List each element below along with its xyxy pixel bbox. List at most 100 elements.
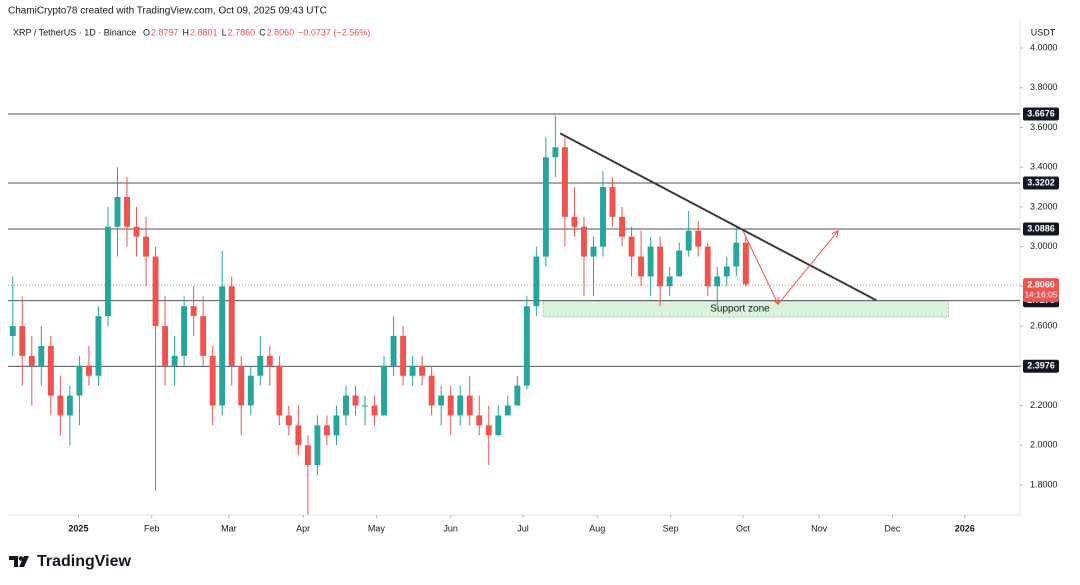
candle-body xyxy=(381,365,388,416)
candle-body xyxy=(266,355,273,366)
countdown: 14:16:05 xyxy=(1024,289,1057,299)
ohlc-value: 2.7860 xyxy=(228,27,256,37)
level-label: 3.0886 xyxy=(1027,223,1055,233)
candle-body xyxy=(333,415,340,436)
candle-body xyxy=(485,425,492,436)
x-tick-label: 2026 xyxy=(955,523,975,533)
currency: USDT xyxy=(1031,27,1056,37)
projection-path xyxy=(742,230,839,306)
candle-body xyxy=(181,306,188,356)
candle-body xyxy=(571,216,578,227)
candle-body xyxy=(561,147,568,217)
arrow-head xyxy=(831,229,839,238)
candle-body xyxy=(704,246,711,287)
trendline xyxy=(559,132,877,302)
candle-body xyxy=(200,316,207,356)
y-tick-label: 2.0000 xyxy=(1030,440,1058,450)
x-tick-label: Dec xyxy=(884,523,901,533)
candle-body xyxy=(466,395,473,416)
ohlc-key: O xyxy=(143,27,150,37)
x-tick-label: Mar xyxy=(221,523,237,533)
candle-body xyxy=(733,242,740,267)
level-label: 3.3202 xyxy=(1027,177,1055,187)
y-tick-label: 2.6000 xyxy=(1030,320,1058,330)
candle-body xyxy=(666,276,673,287)
ohlc-value: 2.8801 xyxy=(190,27,218,37)
ohlc-legend: O 2.8797 H 2.8801 L 2.7860 C 2.8060 xyxy=(143,27,294,37)
candle-body xyxy=(638,256,645,277)
ohlc-key: H xyxy=(183,27,190,37)
level-label: 2.3976 xyxy=(1027,361,1055,371)
y-tick-label: 2.2000 xyxy=(1030,400,1058,410)
candle-body xyxy=(428,375,435,406)
candle-body xyxy=(304,445,311,466)
candle-body xyxy=(190,306,197,317)
x-tick-label: 2025 xyxy=(68,523,88,533)
candle-body xyxy=(19,326,26,356)
candle-body xyxy=(390,335,397,366)
candle-body xyxy=(57,395,64,416)
candle-body xyxy=(28,355,35,366)
candle-body xyxy=(533,256,540,307)
candle-body xyxy=(162,326,169,366)
level-label: 3.6676 xyxy=(1027,108,1055,118)
credit: ChamiCrypto78 created with TradingView.c… xyxy=(8,6,327,17)
candle-body xyxy=(400,335,407,376)
candle-body xyxy=(362,405,368,407)
x-tick-label: Jul xyxy=(517,523,529,533)
candle-body xyxy=(514,385,521,406)
y-tick-label: 3.4000 xyxy=(1030,162,1058,172)
candle-body xyxy=(600,187,606,247)
candle-body xyxy=(676,250,683,277)
level-badge xyxy=(1023,222,1059,236)
candle-body xyxy=(323,425,330,436)
candle-body xyxy=(247,375,254,406)
candle-body xyxy=(238,365,245,406)
x-tick-label: May xyxy=(368,523,386,533)
level-badge xyxy=(1023,107,1059,121)
candle-body xyxy=(143,236,149,257)
y-tick-label: 4.0000 xyxy=(1030,42,1058,52)
arrow-head xyxy=(772,297,779,306)
y-tick-label: 3.6000 xyxy=(1030,122,1058,132)
candle-body xyxy=(457,395,464,416)
candle-body xyxy=(114,196,121,227)
candle-body xyxy=(219,286,226,406)
candle-body xyxy=(209,355,216,406)
y-tick-label: 3.0000 xyxy=(1030,241,1058,251)
candle-body xyxy=(371,405,378,416)
support-zone-label: Support zone xyxy=(710,304,770,315)
x-tick-label: Aug xyxy=(589,523,605,533)
brand-logo xyxy=(9,556,29,567)
candle-body xyxy=(714,276,721,287)
candle-body xyxy=(523,306,530,386)
candle-body xyxy=(695,230,702,247)
candle-body xyxy=(409,365,416,376)
candle-body xyxy=(38,345,45,366)
x-tick-label: Feb xyxy=(144,523,160,533)
candle-body xyxy=(352,395,359,406)
candle-body xyxy=(504,405,511,416)
candle-body xyxy=(619,216,626,237)
candle-body xyxy=(257,355,264,376)
x-tick-label: Apr xyxy=(296,523,310,533)
x-tick-label: Oct xyxy=(736,523,751,533)
y-tick-label: 1.8000 xyxy=(1030,479,1058,489)
symbol: XRP / TetherUS · 1D · Binance xyxy=(13,27,136,37)
candle-body xyxy=(66,395,73,416)
candle-body xyxy=(76,365,83,396)
candle-body xyxy=(133,226,140,237)
ohlc-key: L xyxy=(222,27,227,37)
candle-body xyxy=(285,415,292,426)
x-tick-label: Jun xyxy=(443,523,458,533)
candle-body xyxy=(9,326,16,336)
candle-body xyxy=(438,395,445,406)
candle-body xyxy=(276,365,283,416)
candle-body xyxy=(447,395,454,416)
candle-body xyxy=(685,230,692,251)
last-price-label: 2.8060 xyxy=(1027,280,1055,290)
candle-body xyxy=(171,355,178,366)
ohlc-value: 2.8060 xyxy=(267,27,295,37)
candle-body xyxy=(152,256,159,327)
